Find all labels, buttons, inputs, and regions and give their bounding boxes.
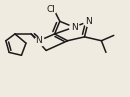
Text: Cl: Cl xyxy=(47,5,56,14)
Text: N: N xyxy=(85,17,92,26)
Text: N: N xyxy=(36,36,42,45)
Text: N: N xyxy=(71,23,77,32)
